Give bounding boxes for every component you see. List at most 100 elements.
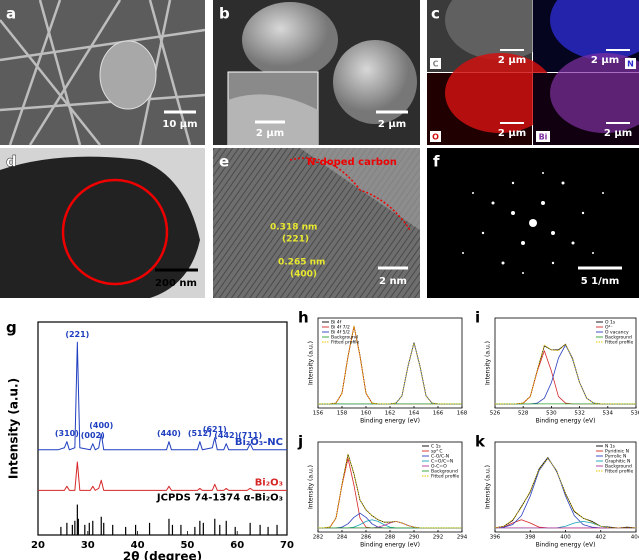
x-tick-label: 286 [361, 535, 372, 541]
series-label: Bi₂O₃-NC [235, 437, 283, 448]
panel-b: b 2 μm 2 μm [213, 0, 420, 146]
x-tick-label: 404 [631, 535, 639, 541]
legend-label: C=O/C=N [431, 459, 453, 465]
legend-label: Background [605, 335, 632, 341]
panel-label: e [219, 153, 229, 171]
x-tick-label: 396 [490, 535, 501, 541]
x-tick-label: 284 [337, 535, 348, 541]
x-axis-label: 2θ (degree) [123, 550, 202, 560]
x-tick-label: 402 [596, 535, 607, 541]
panel-e: e N-doped carbon 0.318 nm (221) 0.265 nm… [213, 148, 420, 298]
legend-label: N 1s [605, 444, 616, 450]
peak-label: (442) [214, 431, 238, 440]
scale-bar-label: 2 μm [604, 128, 632, 139]
scale-bar-label: 2 μm [591, 55, 619, 66]
panel-label: d [6, 153, 17, 171]
legend-label: Background [605, 464, 632, 470]
series-line [495, 344, 636, 405]
x-axis-label: Binding energy (eV) [536, 418, 596, 425]
scale-bar-label: 2 μm [498, 128, 526, 139]
peak-label: (711) [238, 431, 262, 440]
series-line [38, 461, 287, 491]
panel-label: b [219, 5, 230, 23]
legend-label: O 1s [605, 320, 616, 326]
annotation: N-doped carbon [307, 157, 397, 168]
legend-label: Bi 4f 7/2 [331, 325, 350, 331]
series-line [494, 457, 636, 529]
x-tick-label: 534 [603, 411, 614, 417]
series-line [318, 519, 462, 529]
annotation: (221) [282, 235, 309, 245]
panel-c: c C N O Bi 2 μm 2 μm 2 μm 2 μm [427, 0, 639, 145]
y-axis-label: Intensity (a.u.) [308, 465, 315, 509]
panel-label: c [431, 5, 440, 23]
legend-label: sp² C [431, 449, 443, 455]
scale-bar-label: 200 nm [155, 278, 197, 289]
x-tick-label: 30 [81, 540, 95, 551]
x-tick-label: 156 [313, 411, 324, 417]
legend-label: O-C=O [431, 464, 447, 470]
x-tick-label: 292 [433, 535, 444, 541]
panel-label: i [475, 309, 480, 327]
plot-frame [37, 321, 288, 536]
legend-label: Fitted profile [605, 469, 634, 475]
peak-label: (221) [65, 330, 89, 339]
legend-label: Fitted profile [331, 340, 360, 346]
inset-scale-bar-label: 2 μm [256, 128, 284, 139]
panel-label: f [433, 153, 440, 171]
panel-a: a 10 μm [0, 0, 206, 146]
x-tick-label: 282 [313, 535, 324, 541]
x-axis-label: Binding energy (eV) [360, 418, 420, 425]
panel-label: g [6, 319, 17, 337]
x-tick-label: 166 [433, 411, 444, 417]
x-tick-label: 528 [518, 411, 529, 417]
y-axis-label: Intensity (a.u.) [308, 341, 315, 385]
peak-label: (002) [81, 431, 105, 440]
x-tick-label: 70 [280, 540, 294, 551]
x-tick-label: 530 [546, 411, 557, 417]
series-line [318, 512, 462, 529]
series-line [318, 325, 462, 405]
x-tick-label: 158 [337, 411, 348, 417]
x-tick-label: 164 [409, 411, 420, 417]
series-line [495, 520, 636, 529]
map-element: C [433, 60, 439, 69]
y-axis-label: Intensity (a.u.) [7, 378, 21, 479]
map-element: Bi [539, 133, 548, 142]
legend-label: Bi 4f [331, 320, 342, 326]
panel-label: k [475, 433, 486, 451]
panel-f: f 5 1/nm [427, 148, 639, 298]
legend-label: O vacancy [605, 330, 629, 336]
x-tick-label: 162 [385, 411, 396, 417]
series-line [495, 350, 636, 405]
series-line [38, 341, 287, 451]
panel-d: d 200 nm [0, 148, 205, 298]
peak-label: (310) [55, 429, 79, 438]
series-line [495, 343, 636, 405]
map-element: N [627, 60, 634, 69]
x-tick-label: 526 [490, 411, 501, 417]
x-tick-label: 400 [560, 535, 571, 541]
legend-label: C-O/C-N [431, 454, 449, 460]
x-axis-label: Binding energy (eV) [360, 542, 420, 549]
legend-label: Fitted profile [431, 474, 460, 480]
legend-label: Pyrrolic N [605, 454, 626, 460]
x-tick-label: 160 [361, 411, 372, 417]
legend-label: Fitted profile [605, 340, 634, 346]
panel-label: j [297, 433, 303, 451]
series-label: JCPDS 74-1374 α-Bi₂O₃ [156, 493, 283, 504]
series-line [318, 453, 462, 529]
x-tick-label: 288 [385, 535, 396, 541]
legend-label: Background [331, 335, 358, 341]
scale-bar-label: 2 nm [379, 276, 407, 287]
peak-label: (621) [203, 425, 227, 434]
legend-label: C 1s [431, 444, 441, 450]
legend-label: O²⁻ [605, 325, 613, 331]
x-tick-label: 168 [457, 411, 468, 417]
annotation: 0.318 nm [270, 223, 317, 233]
legend-label: Background [431, 469, 458, 475]
x-axis-label: Binding energy (eV) [536, 542, 596, 549]
series-label: Bi₂O₃ [255, 477, 283, 488]
